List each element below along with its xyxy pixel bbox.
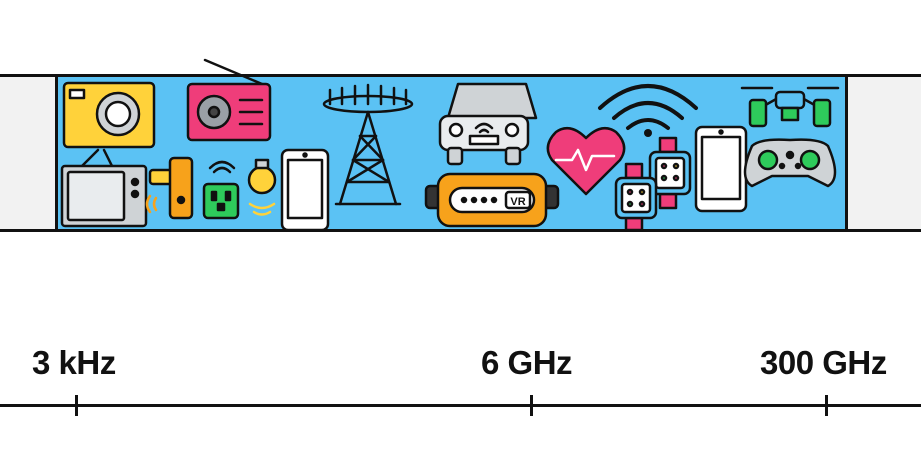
radio-icon xyxy=(186,58,272,142)
vr-headset-icon: VR xyxy=(424,172,560,228)
smartphone-icon xyxy=(280,148,330,232)
smart-bulb-icon xyxy=(247,158,277,216)
television-icon xyxy=(60,148,148,228)
smartwatch-icon xyxy=(648,136,692,210)
smart-lock-icon xyxy=(145,156,194,220)
heart-rate-icon xyxy=(546,126,626,196)
smartwatch-icon xyxy=(614,162,658,232)
axis-label-300ghz: 300 GHz xyxy=(760,344,887,381)
axis-label-6ghz: 6 GHz xyxy=(481,344,573,381)
tick-3khz xyxy=(75,395,78,416)
game-controller-icon xyxy=(743,138,837,188)
axis-label-3khz: 3 kHz xyxy=(32,344,116,381)
cell-tower-icon xyxy=(322,83,414,206)
vr-label: VR xyxy=(510,196,525,208)
tick-6ghz xyxy=(530,395,533,416)
tick-300ghz xyxy=(825,395,828,416)
connected-car-icon xyxy=(438,82,538,166)
drone-icon xyxy=(740,86,840,128)
smartphone-icon xyxy=(694,125,748,213)
camera-icon xyxy=(62,81,156,149)
smart-plug-icon xyxy=(202,160,240,220)
frequency-axis xyxy=(0,404,921,407)
wifi-icon xyxy=(598,84,698,137)
